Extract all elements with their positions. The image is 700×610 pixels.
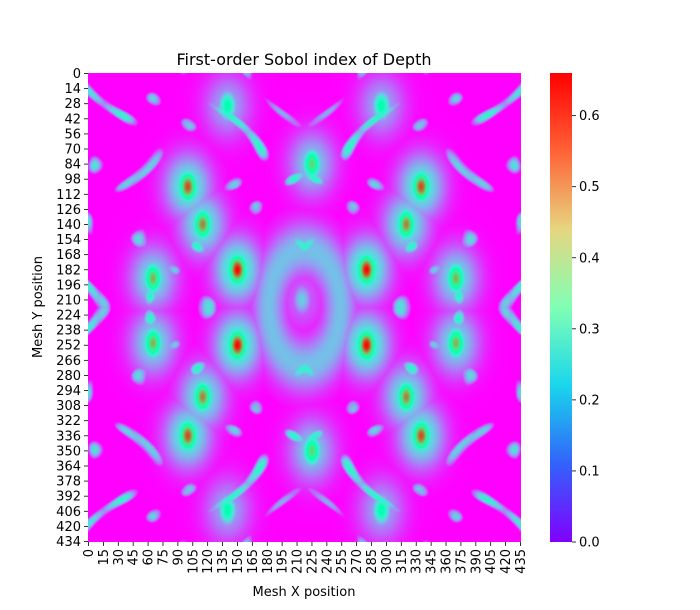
y-axis-ticks: 0142842567084981121261401541681821962102…	[56, 67, 88, 550]
x-tick-label: 435	[514, 549, 529, 574]
y-tick-label: 336	[56, 429, 81, 444]
x-tick-label: 345	[425, 549, 440, 574]
x-tick-label: 420	[499, 549, 514, 574]
y-tick-label: 56	[64, 127, 81, 142]
x-tick-label: 195	[276, 549, 291, 574]
y-tick-label: 350	[56, 444, 81, 459]
x-tick-label: 270	[350, 549, 365, 574]
colorbar	[550, 73, 572, 542]
y-tick-label: 280	[56, 369, 81, 384]
colorbar-tick-label: 0.6	[579, 109, 600, 124]
colorbar-tick-label: 0.2	[579, 393, 600, 408]
x-tick-label: 180	[261, 549, 276, 574]
y-tick-label: 406	[56, 505, 81, 520]
y-tick-label: 420	[56, 520, 81, 535]
y-tick-label: 126	[56, 203, 81, 218]
x-tick-label: 135	[216, 549, 231, 574]
y-tick-label: 112	[56, 188, 81, 203]
x-tick-label: 240	[320, 549, 335, 574]
y-tick-label: 224	[56, 309, 81, 324]
x-tick-label: 45	[127, 549, 142, 566]
x-tick-label: 75	[156, 549, 171, 566]
x-tick-label: 315	[395, 549, 410, 574]
colorbar-ticks: 0.0 0.1 0.2 0.3 0.4 0.5 0.6	[572, 109, 600, 551]
y-tick-label: 392	[56, 490, 81, 505]
x-axis-label: Mesh X position	[253, 585, 356, 600]
y-tick-label: 98	[64, 173, 81, 188]
x-tick-label: 390	[469, 549, 484, 574]
y-tick-label: 238	[56, 324, 81, 339]
x-tick-label: 60	[142, 549, 157, 566]
y-tick-label: 196	[56, 278, 81, 293]
x-tick-label: 90	[171, 549, 186, 566]
y-tick-label: 308	[56, 399, 81, 414]
x-tick-label: 405	[484, 549, 499, 574]
x-tick-label: 210	[291, 549, 306, 574]
x-tick-label: 285	[365, 549, 380, 574]
y-tick-label: 182	[56, 263, 81, 278]
y-tick-label: 252	[56, 339, 81, 354]
heatmap-plot-area	[88, 73, 521, 542]
x-tick-label: 300	[380, 549, 395, 574]
y-tick-label: 14	[64, 82, 81, 97]
x-axis-ticks: 0 15 30 45 60 75 90 105 120 135 150 165 180 195 210 225…	[82, 542, 529, 574]
x-tick-label: 0	[82, 549, 97, 557]
x-tick-label: 165	[246, 549, 261, 574]
y-tick-label: 378	[56, 475, 81, 490]
y-axis-label: Mesh Y position	[31, 256, 46, 358]
y-tick-label: 322	[56, 414, 81, 429]
y-tick-label: 210	[56, 293, 81, 308]
x-tick-label: 360	[440, 549, 455, 574]
y-tick-label: 28	[64, 97, 81, 112]
x-tick-label: 330	[410, 549, 425, 574]
y-tick-label: 154	[56, 233, 81, 248]
colorbar-tick-label: 0.5	[579, 180, 600, 195]
x-tick-label: 15	[97, 549, 112, 566]
y-tick-label: 364	[56, 459, 81, 474]
y-tick-label: 294	[56, 384, 81, 399]
x-tick-label: 105	[186, 549, 201, 574]
x-tick-label: 375	[454, 549, 469, 574]
y-tick-label: 70	[64, 143, 81, 158]
y-tick-label: 42	[64, 112, 81, 127]
x-tick-label: 225	[305, 549, 320, 574]
y-tick-label: 266	[56, 354, 81, 369]
y-tick-label: 168	[56, 248, 81, 263]
colorbar-tick-label: 0.3	[579, 322, 600, 337]
x-tick-label: 150	[231, 549, 246, 574]
x-tick-label: 30	[112, 549, 127, 566]
y-tick-label: 140	[56, 218, 81, 233]
x-tick-label: 120	[201, 549, 216, 574]
colorbar-tick-label: 0.1	[579, 464, 600, 479]
colorbar-tick-label: 0.4	[579, 251, 600, 266]
chart-title: First-order Sobol index of Depth	[176, 50, 431, 69]
colorbar-tick-label: 0.0	[579, 536, 600, 551]
x-tick-label: 255	[335, 549, 350, 574]
y-tick-label: 0	[73, 67, 81, 82]
y-tick-label: 434	[56, 535, 81, 550]
y-tick-label: 84	[64, 158, 81, 173]
